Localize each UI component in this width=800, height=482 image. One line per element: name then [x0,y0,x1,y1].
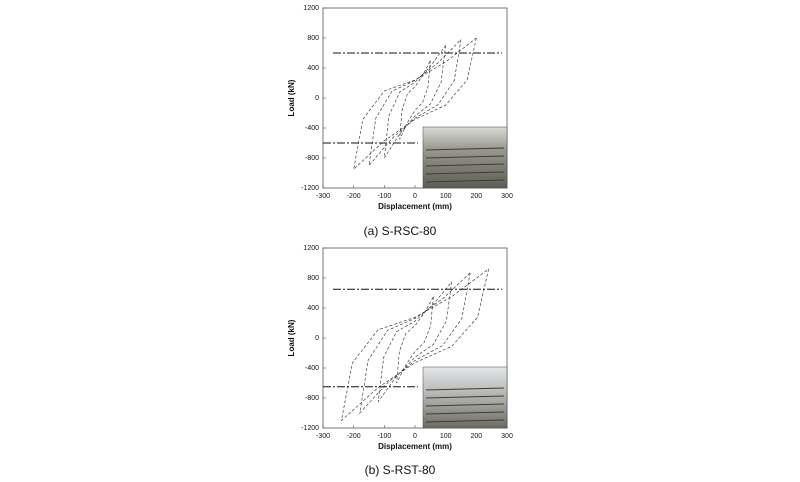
hysteresis-loop [340,268,489,422]
photo-detail [425,179,505,183]
caption: (a) S-RSC-80 [364,224,437,238]
x-tick-label: -100 [377,193,391,200]
x-tick-label: 0 [413,433,417,440]
hysteresis-loop [396,296,434,384]
y-tick-label: 400 [307,305,319,312]
x-tick-label: -200 [347,433,361,440]
x-tick-label: 100 [440,193,452,200]
x-tick-label: 200 [470,433,482,440]
x-tick-label: -100 [377,433,391,440]
y-tick-label: 1200 [303,5,319,12]
x-tick-label: 100 [440,433,452,440]
photo-detail [425,163,505,167]
y-tick-label: 0 [315,335,319,342]
y-tick-label: 1200 [303,245,319,252]
x-tick-label: -300 [316,193,330,200]
y-tick-label: -800 [305,155,319,162]
x-tick-label: 300 [501,193,513,200]
x-axis-label: Displacement (mm) [378,202,452,211]
y-axis-label: Load (kN) [287,319,296,356]
photo-detail [425,419,505,423]
hysteresis-loop [377,281,453,402]
x-tick-label: 0 [413,193,417,200]
y-tick-label: -1200 [301,425,319,432]
photo-detail [425,171,505,175]
x-axis-label: Displacement (mm) [378,442,452,451]
hysteresis-loop [384,45,446,159]
y-tick-label: 400 [307,65,319,72]
hysteresis-loop [368,39,462,167]
y-axis-label: Load (kN) [287,79,296,116]
hysteresis-loop [399,60,431,140]
photo-detail [425,387,505,391]
y-tick-label: 800 [307,275,319,282]
photo-detail [425,403,505,407]
x-tick-label: 200 [470,193,482,200]
y-tick-label: 0 [315,95,319,102]
caption: (b) S-RST-80 [365,463,436,477]
y-tick-label: -800 [305,395,319,402]
hysteresis-loop [353,37,477,171]
y-tick-label: 800 [307,35,319,42]
x-tick-label: -300 [316,433,330,440]
y-tick-label: -1200 [301,185,319,192]
photo-detail [425,147,505,151]
photo-detail [425,411,505,415]
y-tick-label: -400 [305,125,319,132]
x-tick-label: 300 [501,433,513,440]
x-tick-label: -200 [347,193,361,200]
y-tick-label: -400 [305,365,319,372]
photo-detail [425,395,505,399]
photo-detail [425,155,505,159]
